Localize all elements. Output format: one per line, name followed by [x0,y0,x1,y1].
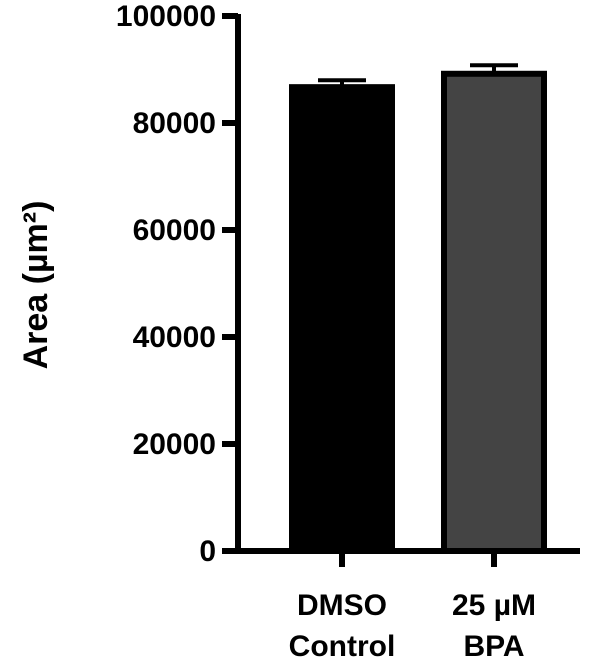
bar [441,70,547,554]
x-tick-label: DMSO [297,589,387,622]
y-tick-label: 100000 [116,0,216,33]
bar [289,84,395,554]
x-tick-label: 25 µM [452,589,536,622]
y-axis-title: Area (µm²) [17,201,55,370]
y-tick-label: 60000 [133,214,216,247]
x-tick-label: Control [289,630,396,663]
y-tick-label: 20000 [133,428,216,461]
y-tick-label: 80000 [133,107,216,140]
y-tick-label: 0 [199,535,216,568]
y-tick-label: 40000 [133,321,216,354]
x-tick-label: BPA [463,630,524,663]
